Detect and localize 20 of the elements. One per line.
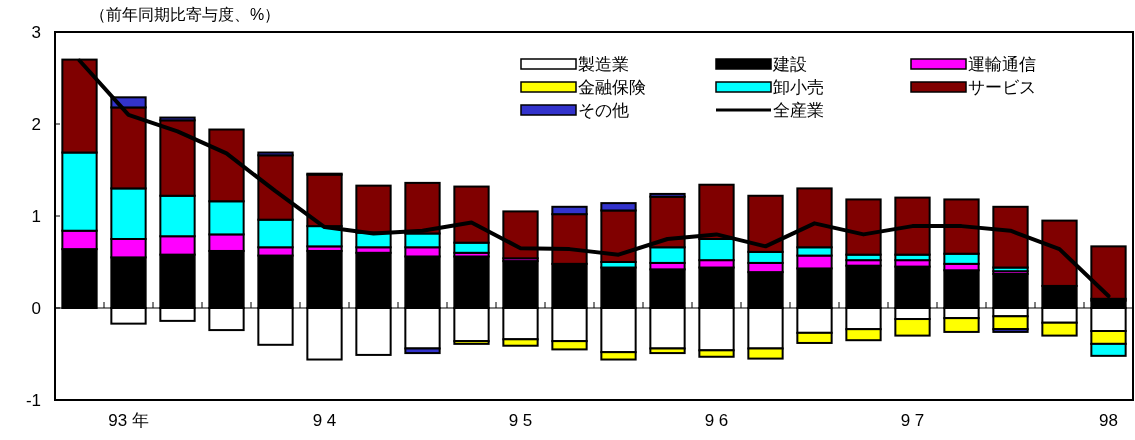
legend-label: 製造業: [578, 55, 629, 74]
legend-label: 運輸通信: [968, 55, 1036, 74]
legend-label: 建設: [772, 55, 807, 74]
legend-label: サービス: [968, 78, 1036, 97]
x-tick-label: 9 6: [704, 411, 729, 430]
y-tick-label: -1: [25, 391, 41, 410]
x-tick-label: 9 7: [900, 411, 925, 430]
legend-label: 金融保険: [578, 78, 646, 97]
y-axis-title: （前年同期比寄与度、%）: [90, 6, 281, 23]
x-tick-label: 9 5: [508, 411, 533, 430]
legend-label: その他: [578, 101, 629, 120]
y-tick-label: 2: [31, 115, 41, 134]
x-tick-label: 93 年: [108, 411, 149, 430]
legend-label: 全産業: [773, 101, 824, 120]
y-tick-label: 0: [31, 299, 41, 318]
y-tick-label: 3: [31, 23, 41, 42]
y-tick-label: 1: [31, 207, 41, 226]
x-tick-label: 98: [1099, 411, 1118, 430]
legend-label: 卸小売: [773, 78, 824, 97]
x-tick-label: 9 4: [312, 411, 337, 430]
